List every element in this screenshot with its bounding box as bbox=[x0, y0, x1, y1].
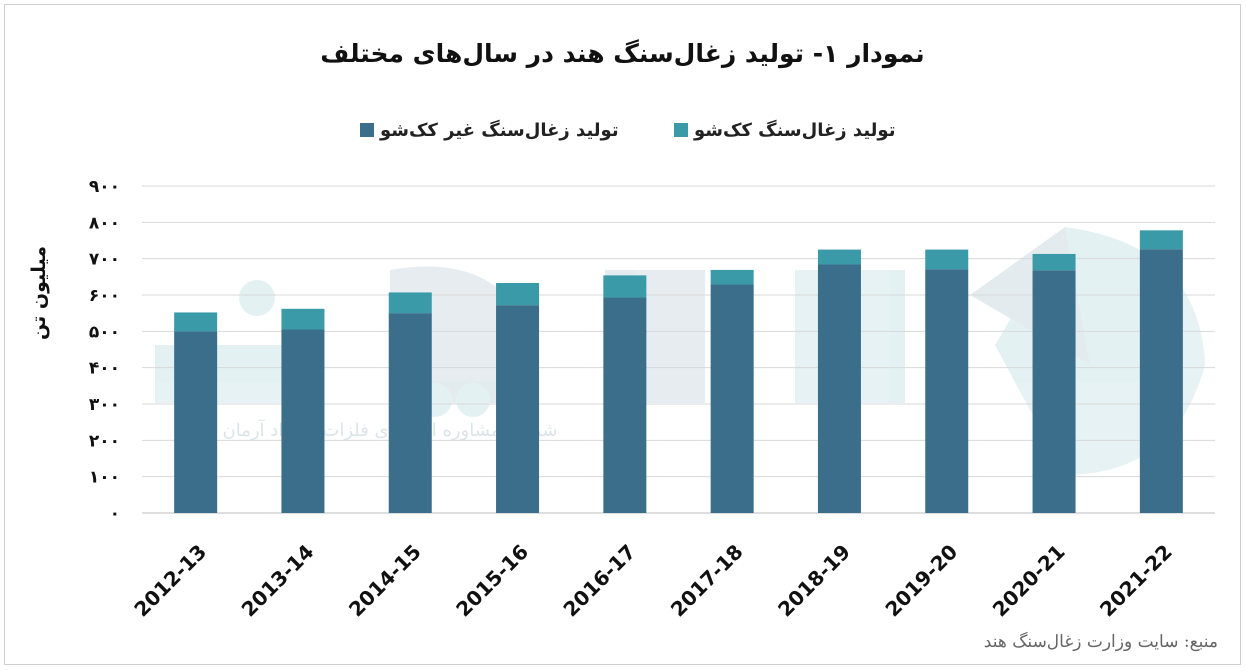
y-tick-label: ۵۰۰ bbox=[89, 322, 120, 342]
legend-swatch-coking bbox=[674, 123, 688, 137]
x-tick-label: 2017-18 bbox=[666, 540, 748, 622]
bar-non-coking bbox=[388, 313, 432, 513]
bar-coking bbox=[388, 292, 432, 314]
bar-coking bbox=[281, 308, 325, 330]
bar-coking bbox=[603, 275, 647, 298]
x-tick-label: 2021-22 bbox=[1095, 540, 1177, 622]
bar-coking bbox=[174, 312, 218, 332]
y-tick-label: ۹۰۰ bbox=[89, 177, 120, 197]
bar-non-coking bbox=[710, 284, 754, 513]
bar-coking bbox=[710, 269, 754, 285]
x-tick-label: 2015-16 bbox=[451, 540, 533, 622]
chart-svg: شرکت مشاوره اقتصادی فلزات و مواد آرمان ت… bbox=[28, 119, 1215, 622]
legend-swatch-non-coking bbox=[360, 123, 374, 137]
x-tick-label: 2016-17 bbox=[559, 540, 641, 622]
bar-non-coking bbox=[817, 264, 861, 513]
y-tick-label: ۶۰۰ bbox=[89, 286, 120, 306]
x-tick-label: 2014-15 bbox=[344, 540, 426, 622]
bar-coking bbox=[1032, 253, 1076, 271]
bar-coking bbox=[1139, 230, 1183, 250]
legend-label-coking: تولید زغال‌سنگ کک‌شو bbox=[693, 119, 895, 141]
y-tick-label: ۱۰۰ bbox=[89, 468, 120, 488]
bar-non-coking bbox=[1032, 270, 1076, 513]
legend: تولید زغال‌سنگ غیر کک‌شو تولید زغال‌سنگ … bbox=[360, 119, 895, 141]
x-tick-label: 2018-19 bbox=[773, 540, 855, 622]
x-tick-label: 2020-21 bbox=[988, 540, 1070, 622]
y-tick-label: ۰ bbox=[110, 504, 120, 524]
bar-non-coking bbox=[281, 329, 325, 513]
y-tick-label: ۷۰۰ bbox=[89, 250, 120, 270]
bar-non-coking bbox=[925, 269, 969, 513]
bar-coking bbox=[817, 249, 861, 265]
y-tick-labels: ۰ ۱۰۰ ۲۰۰ ۳۰۰ ۴۰۰ ۵۰۰ ۶۰۰ ۷۰۰ ۸۰۰ ۹۰۰ bbox=[89, 177, 120, 524]
x-tick-label: 2019-20 bbox=[880, 540, 962, 622]
bar-non-coking bbox=[496, 305, 540, 513]
chart-frame: نمودار ۱- تولید زغال‌سنگ هند در سال‌های … bbox=[4, 4, 1241, 665]
y-tick-label: ۸۰۰ bbox=[89, 213, 120, 233]
chart-title: نمودار ۱- تولید زغال‌سنگ هند در سال‌های … bbox=[320, 39, 925, 68]
x-tick-labels: 2012-13 2013-14 2014-15 2015-16 2016-17 2017-… bbox=[129, 540, 1177, 622]
bar-coking bbox=[925, 249, 969, 270]
bar-non-coking bbox=[603, 297, 647, 513]
y-tick-label: ۴۰۰ bbox=[89, 359, 120, 379]
legend-label-non-coking: تولید زغال‌سنگ غیر کک‌شو bbox=[379, 119, 619, 141]
y-tick-label: ۳۰۰ bbox=[89, 395, 120, 415]
x-tick-label: 2012-13 bbox=[129, 540, 211, 622]
bar-coking bbox=[496, 283, 540, 306]
bars bbox=[174, 230, 1183, 513]
source-note: منبع: سایت وزارت زغال‌سنگ هند bbox=[983, 632, 1218, 652]
x-tick-label: 2013-14 bbox=[237, 540, 319, 622]
bar-non-coking bbox=[1139, 249, 1183, 513]
y-axis-label: میلیون تن bbox=[28, 246, 50, 340]
bar-non-coking bbox=[174, 331, 218, 513]
y-tick-label: ۲۰۰ bbox=[89, 431, 120, 451]
